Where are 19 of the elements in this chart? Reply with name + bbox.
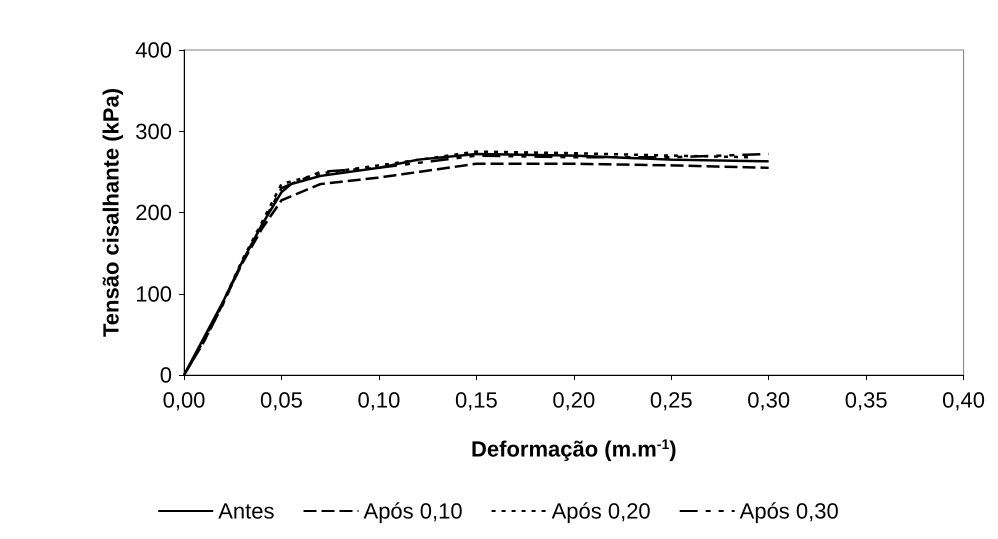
y-axis-title: Tensão cisalhante (kPa) xyxy=(98,88,124,338)
x-tick-label: 0,40 xyxy=(942,388,986,412)
x-tick-label: 0,10 xyxy=(357,388,400,412)
y-tick-label: 100 xyxy=(135,281,172,306)
x-tick-label: 0,25 xyxy=(650,388,693,412)
x-tick-label: 0,05 xyxy=(260,388,303,412)
legend-label: Após 0,30 xyxy=(740,498,839,524)
y-tick-label: 0 xyxy=(160,362,172,388)
y-tick-label: 400 xyxy=(135,38,172,62)
y-tick-label: 200 xyxy=(135,200,172,225)
x-tick-label: 0,30 xyxy=(747,388,790,412)
x-tick-label: 0,00 xyxy=(162,388,206,412)
x-tick-label: 0,15 xyxy=(454,388,498,412)
y-tick-label: 300 xyxy=(135,118,172,144)
x-tick-label: 0,20 xyxy=(552,388,596,412)
legend-label: Após 0,20 xyxy=(552,498,651,524)
legend-label: Antes xyxy=(218,498,275,524)
x-tick-label: 0,35 xyxy=(844,388,888,412)
legend-label: Após 0,10 xyxy=(364,498,463,524)
